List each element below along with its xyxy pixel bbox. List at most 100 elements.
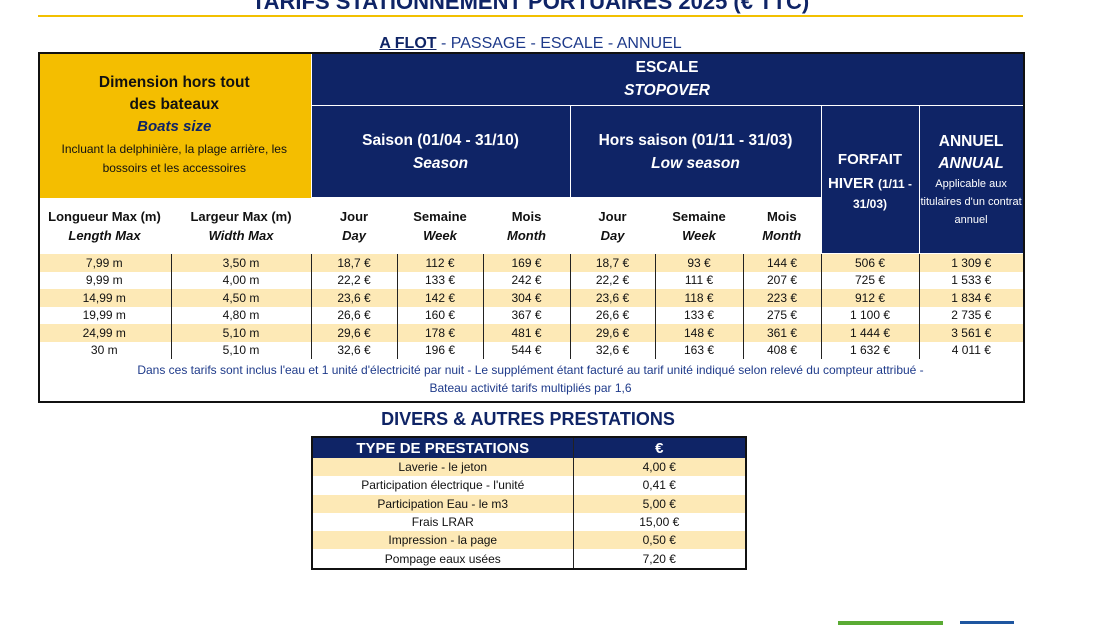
length-cell: 19,99 m xyxy=(82,308,126,323)
table-row: 14,99 m 4,50 m 23,6 €142 €304 €23,6 €118 €… xyxy=(38,289,1024,307)
forfait-hiver-cell: 1 632 € xyxy=(820,341,920,359)
low-week-cell: 163 € xyxy=(654,341,744,359)
annual-cell: 1 834 € xyxy=(918,289,1024,307)
service-label: Pompage eaux usées xyxy=(312,549,574,569)
season-day-cell: 26,6 € xyxy=(310,306,398,324)
season-title-en: Season xyxy=(412,154,469,172)
forfait-hiver-cell: 506 € xyxy=(820,253,920,272)
list-item: Pompage eaux usées 7,20 € xyxy=(312,549,746,569)
low-week-cell: 133 € xyxy=(654,306,744,324)
low-month-header: Mois Month xyxy=(743,197,822,254)
table-row: 9,99 m 4,00 m 22,2 €133 €242 €22,2 €111 €2… xyxy=(38,271,1024,289)
season-title: Saison (01/04 - 31/10) xyxy=(362,131,519,149)
annual-title: ANNUEL xyxy=(938,132,1004,150)
annual-note: Applicable aux titulaires d'un contrat a… xyxy=(920,177,1022,226)
dimension-header: Dimension hors tout des bateaux Boats si… xyxy=(38,52,312,198)
season-month-cell: 304 € xyxy=(482,289,571,307)
service-label: Participation Eau - le m3 xyxy=(312,494,574,513)
day-en: Day xyxy=(342,227,366,243)
service-price: 0,50 € xyxy=(573,531,746,550)
low-day-cell: 26,6 € xyxy=(569,306,656,324)
season-week-cell: 196 € xyxy=(396,341,484,359)
service-price: 5,00 € xyxy=(573,494,746,513)
table-row: 24,99 m 5,10 m 29,6 €178 €481 €29,6 €148 €… xyxy=(38,324,1024,342)
low-season-title: Hors saison (01/11 - 31/03) xyxy=(598,131,793,149)
table-row: 7,99 m 3,50 m 18,7 €112 €169 €18,7 €93 €14… xyxy=(38,253,1024,272)
month-fr: Mois xyxy=(766,208,797,224)
tariff-table: Dimension hors tout des bateaux Boats si… xyxy=(38,52,1024,403)
annual-cell: 4 011 € xyxy=(918,341,1024,359)
day-fr: Jour xyxy=(598,208,627,224)
length-cell: 14,99 m xyxy=(38,289,171,307)
low-week-header: Semaine Week xyxy=(655,197,744,254)
month-fr: Mois xyxy=(511,208,542,224)
forfait-hiver-cell: 1 444 € xyxy=(820,324,920,342)
low-month-cell: 361 € xyxy=(742,324,822,342)
divers-title: DIVERS & AUTRES PRESTATIONS xyxy=(381,409,675,429)
season-day-cell: 29,6 € xyxy=(310,324,398,342)
note-line1: Dans ces tarifs sont inclus l'eau et 1 u… xyxy=(137,363,924,377)
low-day-cell: 22,2 € xyxy=(569,271,656,289)
dimension-note: Incluant la delphinière, la plage arrièr… xyxy=(61,142,287,175)
service-price: 0,41 € xyxy=(642,478,676,493)
forfait-hiver-cell: 912 € xyxy=(820,289,920,307)
week-fr: Semaine xyxy=(413,208,467,224)
list-item: Participation électrique - l'unité 0,41 € xyxy=(312,476,746,495)
low-week-cell: 111 € xyxy=(654,271,744,289)
season-day-cell: 22,2 € xyxy=(310,271,398,289)
week-en: Week xyxy=(423,227,457,243)
season-day-cell: 32,6 € xyxy=(310,341,398,359)
table-note: Dans ces tarifs sont inclus l'eau et 1 u… xyxy=(40,361,1021,397)
annual-cell: 1 309 € xyxy=(918,253,1024,272)
length-header: Longueur Max (m) Length Max xyxy=(38,197,171,254)
season-day-cell: 18,7 € xyxy=(310,253,398,272)
dimension-title-en: Boats size xyxy=(137,118,212,135)
service-label: Laverie - le jeton xyxy=(312,458,574,477)
season-day-cell: 23,6 € xyxy=(310,289,398,307)
table-row: 30 m 5,10 m 32,6 €196 €544 €32,6 €163 €408… xyxy=(38,341,1024,359)
season-week-cell: 160 € xyxy=(396,306,484,324)
width-cell: 5,10 m xyxy=(170,341,312,359)
forfait-dates-b: 31/03) xyxy=(853,196,888,211)
annual-header: ANNUEL ANNUAL Applicable aux titulaires … xyxy=(918,105,1024,254)
section-subtitle: A FLOT - PASSAGE - ESCALE - ANNUEL xyxy=(38,34,1023,54)
annual-cell: 1 533 € xyxy=(918,271,1024,289)
annual-cell: 2 735 € xyxy=(918,306,1024,324)
low-week-cell: 93 € xyxy=(654,253,744,272)
forfait-hiver-cell: 725 € xyxy=(820,271,920,289)
day-en: Day xyxy=(600,227,625,243)
month-en: Month xyxy=(507,227,546,243)
service-price: 4,00 € xyxy=(573,458,746,477)
length-cell: 7,99 m xyxy=(38,253,171,272)
length-cell: 24,99 m xyxy=(38,324,171,342)
forfait-line1: FORFAIT xyxy=(837,150,903,168)
low-month-cell: 408 € xyxy=(742,341,822,359)
dimension-title-line1: Dimension hors tout xyxy=(98,74,250,91)
season-month-header: Mois Month xyxy=(483,197,571,254)
dimension-title-line2: des bateaux xyxy=(129,96,220,113)
season-week-header: Semaine Week xyxy=(397,197,484,254)
day-fr: Jour xyxy=(339,208,369,224)
width-cell: 4,80 m xyxy=(170,306,312,324)
width-cell: 4,50 m xyxy=(170,289,312,307)
season-week-cell: 112 € xyxy=(396,253,484,272)
service-label: Impression - la page xyxy=(312,531,574,550)
season-header: Saison (01/04 - 31/10) Season xyxy=(310,105,571,198)
width-header: Largeur Max (m) Width Max xyxy=(171,197,312,254)
width-cell: 5,10 m xyxy=(170,324,312,342)
forfait-header: FORFAIT HIVER (1/11 - 31/03) xyxy=(820,105,920,254)
width-header-fr: Largeur Max (m) xyxy=(190,208,292,224)
list-item: Laverie - le jeton 4,00 € xyxy=(312,458,746,477)
forfait-hiver-cell: 1 100 € xyxy=(820,306,920,324)
escale-title: ESCALE xyxy=(635,59,699,76)
escale-header: ESCALE STOPOVER xyxy=(310,52,1024,106)
low-season-header: Hors saison (01/11 - 31/03) Low season xyxy=(569,105,822,198)
low-day-cell: 18,7 € xyxy=(569,253,656,272)
width-header-en: Width Max xyxy=(208,227,274,243)
annual-cell: 3 561 € xyxy=(918,324,1024,342)
low-month-cell: 144 € xyxy=(742,253,822,272)
partner-logo-fragment xyxy=(838,621,943,625)
season-day-header: Jour Day xyxy=(311,197,398,254)
list-item: Impression - la page 0,50 € xyxy=(312,531,746,550)
low-month-cell: 275 € xyxy=(742,306,822,324)
